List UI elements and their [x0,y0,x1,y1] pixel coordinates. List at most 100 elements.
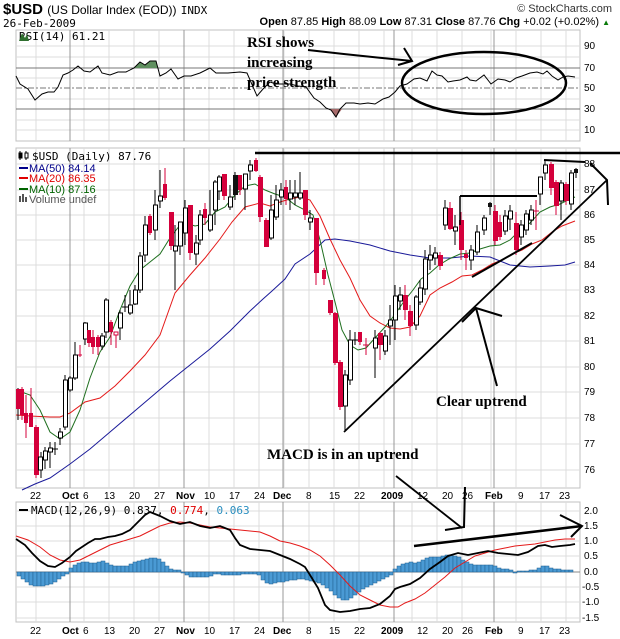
rsi-yaxis: 90 70 50 30 10 [584,41,596,136]
svg-text:8: 8 [306,491,312,502]
svg-text:78: 78 [584,413,596,424]
rsi-grid [16,30,580,141]
rsi-note-line3: price strength [247,75,337,91]
svg-text:22: 22 [30,626,42,637]
svg-text:8: 8 [306,626,312,637]
svg-text:77: 77 [584,439,596,450]
svg-text:22: 22 [354,491,366,502]
high-label: High [321,16,346,28]
rsi-panel: RSI(14) 61.21 90 70 50 30 10 [15,29,596,142]
svg-text:10: 10 [204,491,216,502]
svg-text:1.5: 1.5 [584,521,598,532]
svg-text:50: 50 [584,83,596,94]
svg-text:17: 17 [229,491,241,502]
price-yaxis: 88 87 86 85 84 83 82 81 80 79 78 77 76 [584,159,596,476]
svg-text:13: 13 [104,626,116,637]
svg-text:Feb: Feb [485,491,503,502]
price-panel: $USD (Daily) 87.76 MA(50) 84.14 MA(20) 8… [15,147,596,491]
exchange: INDX [180,4,208,17]
open-label: Open [259,16,288,28]
macd-label: MACD(12,26,9) 0.837 [31,504,157,517]
svg-text:20: 20 [442,626,454,637]
svg-text:15: 15 [329,626,341,637]
svg-text:0.0: 0.0 [584,567,598,578]
svg-text:20: 20 [442,491,454,502]
svg-text:6: 6 [83,491,89,502]
rsi-line [15,60,576,118]
svg-text:87: 87 [584,185,596,196]
svg-text:20: 20 [129,491,141,502]
macd-histogram [16,554,574,601]
macd-grid [16,502,580,622]
svg-text:2009: 2009 [381,626,404,637]
svg-text:Dec: Dec [273,491,292,502]
volume-legend-icon [19,194,27,202]
svg-text:Oct: Oct [62,626,79,637]
uptrend-note-arrowhead [461,306,503,323]
rsi-major-verticals [69,30,495,141]
svg-text:1.0: 1.0 [584,536,598,547]
svg-text:2.0: 2.0 [584,506,598,517]
svg-text:30: 30 [584,104,596,115]
svg-text:17: 17 [229,626,241,637]
close-value: 87.76 [468,16,496,28]
macd-legend: MACD(12,26,9) 0.837, 0.774, 0.063 [19,504,250,517]
date-axis-top: 22 Oct 6 13 20 27 Nov 10 17 24 Dec 8 15 … [30,491,571,502]
low-label: Low [379,16,402,28]
svg-text:20: 20 [129,626,141,637]
macd-note-arrowhead [444,486,466,531]
uptrend-note: Clear uptrend [436,394,527,410]
uptrend-line [343,179,608,433]
svg-text:0.5: 0.5 [584,551,598,562]
close-label: Close [435,16,466,28]
svg-text:84: 84 [584,260,596,271]
uptrend-note-arrow-shaft [475,307,498,387]
rsi-legend-icon [19,33,29,41]
macd-uptrend-arrowhead [559,514,584,538]
rsi-highlight-ellipse [400,50,568,116]
svg-text:10: 10 [584,125,596,136]
svg-text:Dec: Dec [273,626,292,637]
rsi-note-arrowhead [397,47,414,66]
svg-text:12: 12 [417,626,429,637]
svg-text:6: 6 [83,626,89,637]
macd-yaxis: 2.0 1.5 1.0 0.5 0.0 -0.5 -1.0 -1.5 [582,506,600,624]
macd-signal-line [15,521,575,608]
ma20-legend-label: MA(20) 86.35 [29,173,96,185]
brand-watermark: © StockCharts.com [517,3,612,15]
macd-panel: MACD(12,26,9) 0.837, 0.774, 0.063 2.0 1.… [15,501,600,624]
date-axis-bottom: 22 Oct 6 13 20 27 Nov 10 17 24 Dec 8 15 … [30,626,571,637]
open-value: 87.85 [290,16,319,28]
svg-text:24: 24 [254,491,266,502]
price-title: $USD (Daily) 87.76 [32,150,151,163]
svg-text:9: 9 [518,626,524,637]
ma50-legend-label: MA(50) 84.14 [29,163,96,175]
svg-text:Feb: Feb [485,626,503,637]
up-arrow-icon: ▲ [602,18,610,27]
rsi-note-arrow-shaft [307,49,413,62]
rsi-note-line2: increasing [247,55,313,71]
svg-text:23: 23 [559,626,571,637]
svg-text:70: 70 [584,63,596,74]
svg-text:-1.0: -1.0 [582,597,600,608]
svg-text:79: 79 [584,387,596,398]
uptrend-arrowhead [589,162,609,206]
macd-note-arrow-shaft [395,475,463,529]
symbol-title: $USD (US Dollar Index (EOD)) INDX [3,1,207,18]
svg-text:-0.5: -0.5 [582,582,600,593]
svg-text:MACD(12,26,9) 0.837, 0.774, 0.: MACD(12,26,9) 0.837, 0.774, 0.063 [31,504,250,517]
rsi-label: RSI(14) 61.21 [19,30,105,43]
rsi-note-line1: RSI shows [247,35,314,51]
svg-text:9: 9 [518,491,524,502]
svg-text:76: 76 [584,465,596,476]
svg-text:80: 80 [584,362,596,373]
svg-text:81: 81 [584,336,596,347]
chg-value: +0.02 (+0.02%) [523,16,600,28]
svg-text:83: 83 [584,285,596,296]
svg-text:26: 26 [462,491,474,502]
high-value: 88.09 [348,16,377,28]
annotations [255,47,620,548]
macd-line [15,510,576,613]
low-value: 87.31 [404,16,433,28]
